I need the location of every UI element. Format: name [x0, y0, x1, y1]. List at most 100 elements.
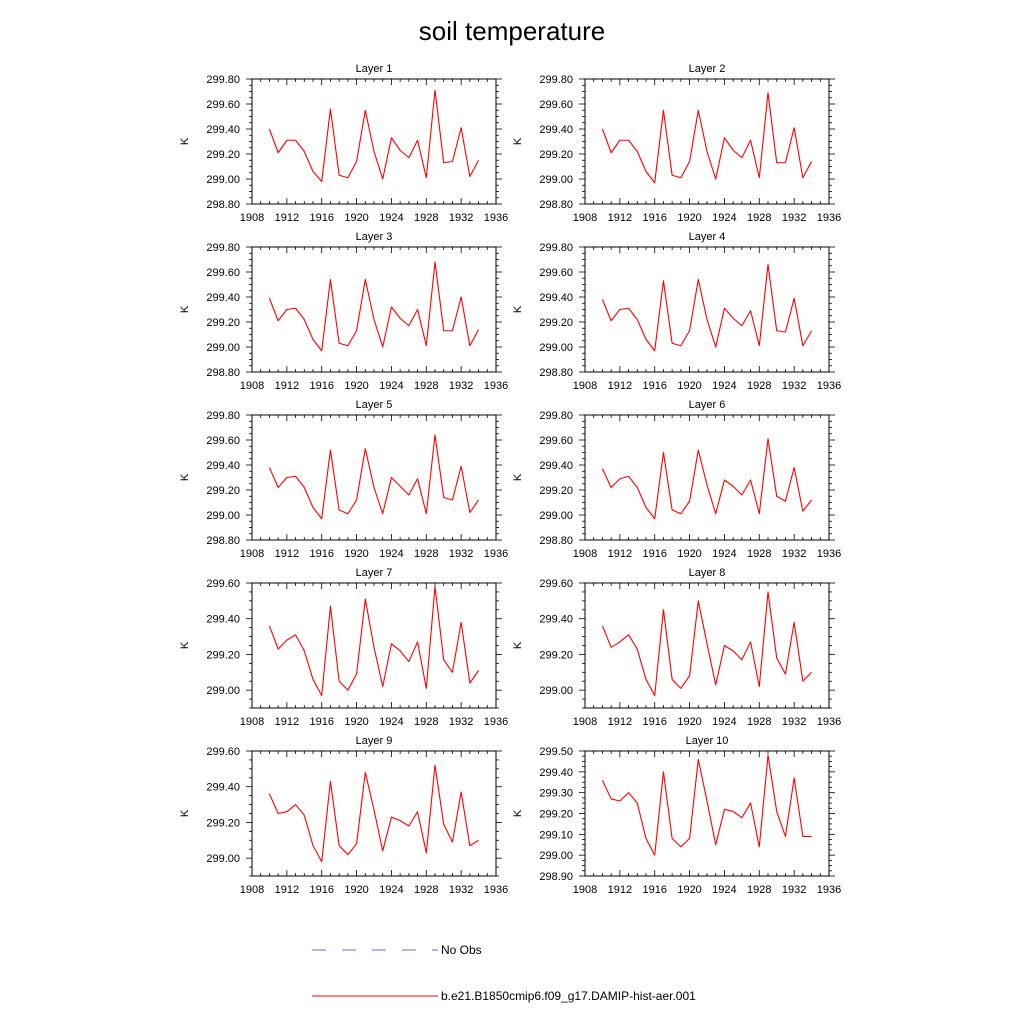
y-tick-label: 299.40 [206, 460, 240, 472]
x-tick-label: 1920 [677, 548, 701, 560]
y-tick-label: 299.40 [539, 460, 573, 472]
y-tick-label: 299.10 [539, 829, 573, 841]
x-tick-label: 1936 [484, 380, 508, 392]
y-tick-label: 298.80 [539, 199, 573, 211]
y-axis-label: K [512, 473, 524, 481]
y-tick-label: 299.00 [539, 174, 573, 186]
x-tick-label: 1932 [449, 548, 473, 560]
x-tick-label: 1908 [240, 884, 264, 896]
x-tick-label: 1920 [344, 380, 368, 392]
x-tick-label: 1920 [344, 884, 368, 896]
chart-panel-8: Layer 8 1908 1912 1916 1920 1924 1928 1932 1936 2… [512, 567, 841, 728]
y-axis-label: K [512, 641, 524, 649]
x-tick-label: 1936 [484, 548, 508, 560]
x-tick-label: 1912 [275, 716, 299, 728]
y-tick-label: 299.40 [206, 614, 240, 626]
x-tick-label: 1916 [642, 212, 666, 224]
chart-panel-3: Layer 3 1908 1912 1916 1920 1924 1928 1932 1936 2… [179, 231, 508, 392]
y-tick-label: 299.00 [539, 342, 573, 354]
y-tick-label: 299.00 [206, 174, 240, 186]
legend-label-2: b.e21.B1850cmip6.f09_g17.DAMIP-hist-aer.… [441, 989, 696, 1003]
x-tick-label: 1920 [344, 548, 368, 560]
x-tick-label: 1908 [573, 716, 597, 728]
y-tick-label: 299.20 [539, 317, 573, 329]
x-tick-label: 1924 [379, 380, 403, 392]
y-tick-label: 299.40 [539, 767, 573, 779]
y-tick-label: 299.20 [206, 485, 240, 497]
y-axis-label: K [179, 305, 191, 313]
chart-panel-5: Layer 5 1908 1912 1916 1920 1924 1928 1932 1936 2… [179, 399, 508, 560]
x-tick-label: 1908 [573, 548, 597, 560]
panel-title: Layer 3 [356, 231, 393, 243]
y-tick-label: 299.40 [206, 124, 240, 136]
y-tick-label: 299.60 [206, 746, 240, 758]
series-line [601, 263, 813, 352]
series-line [268, 586, 480, 697]
x-tick-label: 1916 [642, 548, 666, 560]
plot-frame [251, 750, 497, 877]
figure-title: soil temperature [419, 16, 605, 46]
x-tick-label: 1928 [414, 716, 438, 728]
x-tick-label: 1936 [484, 884, 508, 896]
x-tick-label: 1916 [309, 716, 333, 728]
legend: No Obs b.e21.B1850cmip6.f09_g17.DAMIP-his… [312, 943, 696, 1003]
y-tick-label: 299.60 [539, 578, 573, 590]
y-axis-label: K [179, 473, 191, 481]
y-tick-label: 299.20 [206, 649, 240, 661]
x-tick-label: 1908 [240, 380, 264, 392]
y-axis-label: K [512, 809, 524, 817]
x-tick-label: 1924 [379, 716, 403, 728]
panel-title: Layer 2 [689, 63, 726, 75]
x-tick-label: 1908 [573, 380, 597, 392]
x-tick-label: 1932 [449, 884, 473, 896]
series-line [601, 754, 812, 856]
series-line [268, 261, 480, 352]
x-tick-label: 1916 [642, 884, 666, 896]
x-tick-label: 1936 [817, 548, 841, 560]
y-tick-label: 298.90 [539, 871, 573, 883]
x-tick-label: 1924 [712, 380, 736, 392]
y-tick-label: 299.60 [539, 267, 573, 279]
x-tick-label: 1916 [642, 716, 666, 728]
x-tick-label: 1908 [240, 548, 264, 560]
y-tick-label: 299.60 [206, 435, 240, 447]
series-line [601, 438, 813, 520]
x-tick-label: 1932 [782, 716, 806, 728]
x-tick-label: 1932 [782, 380, 806, 392]
x-tick-label: 1912 [275, 380, 299, 392]
x-tick-label: 1924 [379, 548, 403, 560]
series-line [601, 92, 813, 184]
y-tick-label: 299.40 [206, 292, 240, 304]
y-tick-label: 299.60 [206, 267, 240, 279]
x-tick-label: 1936 [484, 716, 508, 728]
y-tick-label: 299.20 [539, 149, 573, 161]
y-tick-label: 299.20 [206, 149, 240, 161]
x-tick-label: 1932 [782, 212, 806, 224]
y-tick-label: 299.40 [539, 124, 573, 136]
x-tick-label: 1928 [747, 212, 771, 224]
x-tick-label: 1912 [275, 884, 299, 896]
x-tick-label: 1912 [608, 212, 632, 224]
x-tick-label: 1908 [240, 716, 264, 728]
x-tick-label: 1932 [782, 884, 806, 896]
y-tick-label: 299.40 [539, 292, 573, 304]
y-tick-label: 299.20 [539, 485, 573, 497]
y-tick-label: 299.60 [206, 99, 240, 111]
x-tick-label: 1920 [677, 212, 701, 224]
chart-panel-9: Layer 9 1908 1912 1916 1920 1924 1928 1932 1936 2… [179, 735, 508, 896]
x-tick-label: 1912 [275, 548, 299, 560]
chart-panel-1: Layer 1 1908 1912 1916 1920 1924 1928 1932 1936 2… [179, 63, 508, 224]
y-tick-label: 298.80 [206, 535, 240, 547]
x-tick-label: 1928 [747, 548, 771, 560]
x-tick-label: 1932 [449, 716, 473, 728]
y-tick-label: 298.80 [206, 367, 240, 379]
x-tick-label: 1916 [309, 380, 333, 392]
y-tick-label: 299.20 [539, 809, 573, 821]
y-tick-label: 299.40 [539, 614, 573, 626]
x-tick-label: 1928 [414, 380, 438, 392]
y-tick-label: 299.20 [206, 817, 240, 829]
chart-panel-4: Layer 4 1908 1912 1916 1920 1924 1928 1932 1936 2… [512, 231, 841, 392]
y-tick-label: 299.80 [539, 74, 573, 86]
y-tick-label: 299.40 [206, 782, 240, 794]
